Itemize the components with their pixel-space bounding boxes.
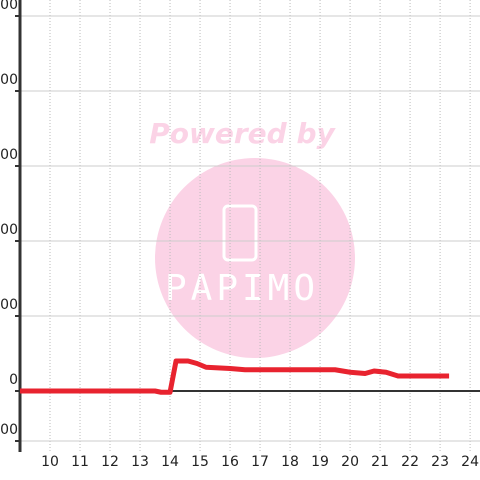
y-tick-label: 0 [9, 372, 18, 388]
y-tick-label: 30,000 [0, 297, 18, 313]
y-tick-label: 120,000 [0, 72, 18, 88]
x-tick-label: 16 [221, 454, 239, 470]
x-tick-label: 13 [131, 454, 149, 470]
y-tick-label: 60,000 [0, 222, 18, 238]
y-tick-label: -20,000 [0, 422, 18, 438]
x-tick-label: 22 [401, 454, 419, 470]
watermark-text: Powered by [149, 117, 336, 150]
x-tick-label: 12 [101, 454, 119, 470]
watermark: Powered by PAPIMO [149, 117, 355, 358]
x-tick-label: 21 [371, 454, 389, 470]
x-tick-label: 20 [341, 454, 359, 470]
x-tick-label: 11 [71, 454, 89, 470]
watermark-text: PAPIMO [165, 268, 319, 309]
x-tick-label: 19 [311, 454, 329, 470]
x-tick-label: 10 [41, 454, 59, 470]
x-tick-label: 24 [461, 454, 479, 470]
line [20, 358, 450, 395]
y-tick-label: 150,000 [0, 0, 18, 13]
x-tick-label: 17 [251, 454, 269, 470]
x-tick-label: 18 [281, 454, 299, 470]
x-tick-label: 15 [191, 454, 209, 470]
x-tick-label: 14 [161, 454, 179, 470]
x-tick-label: 23 [431, 454, 449, 470]
watermark-icon [222, 204, 258, 262]
y-tick-label: 90,000 [0, 147, 18, 163]
